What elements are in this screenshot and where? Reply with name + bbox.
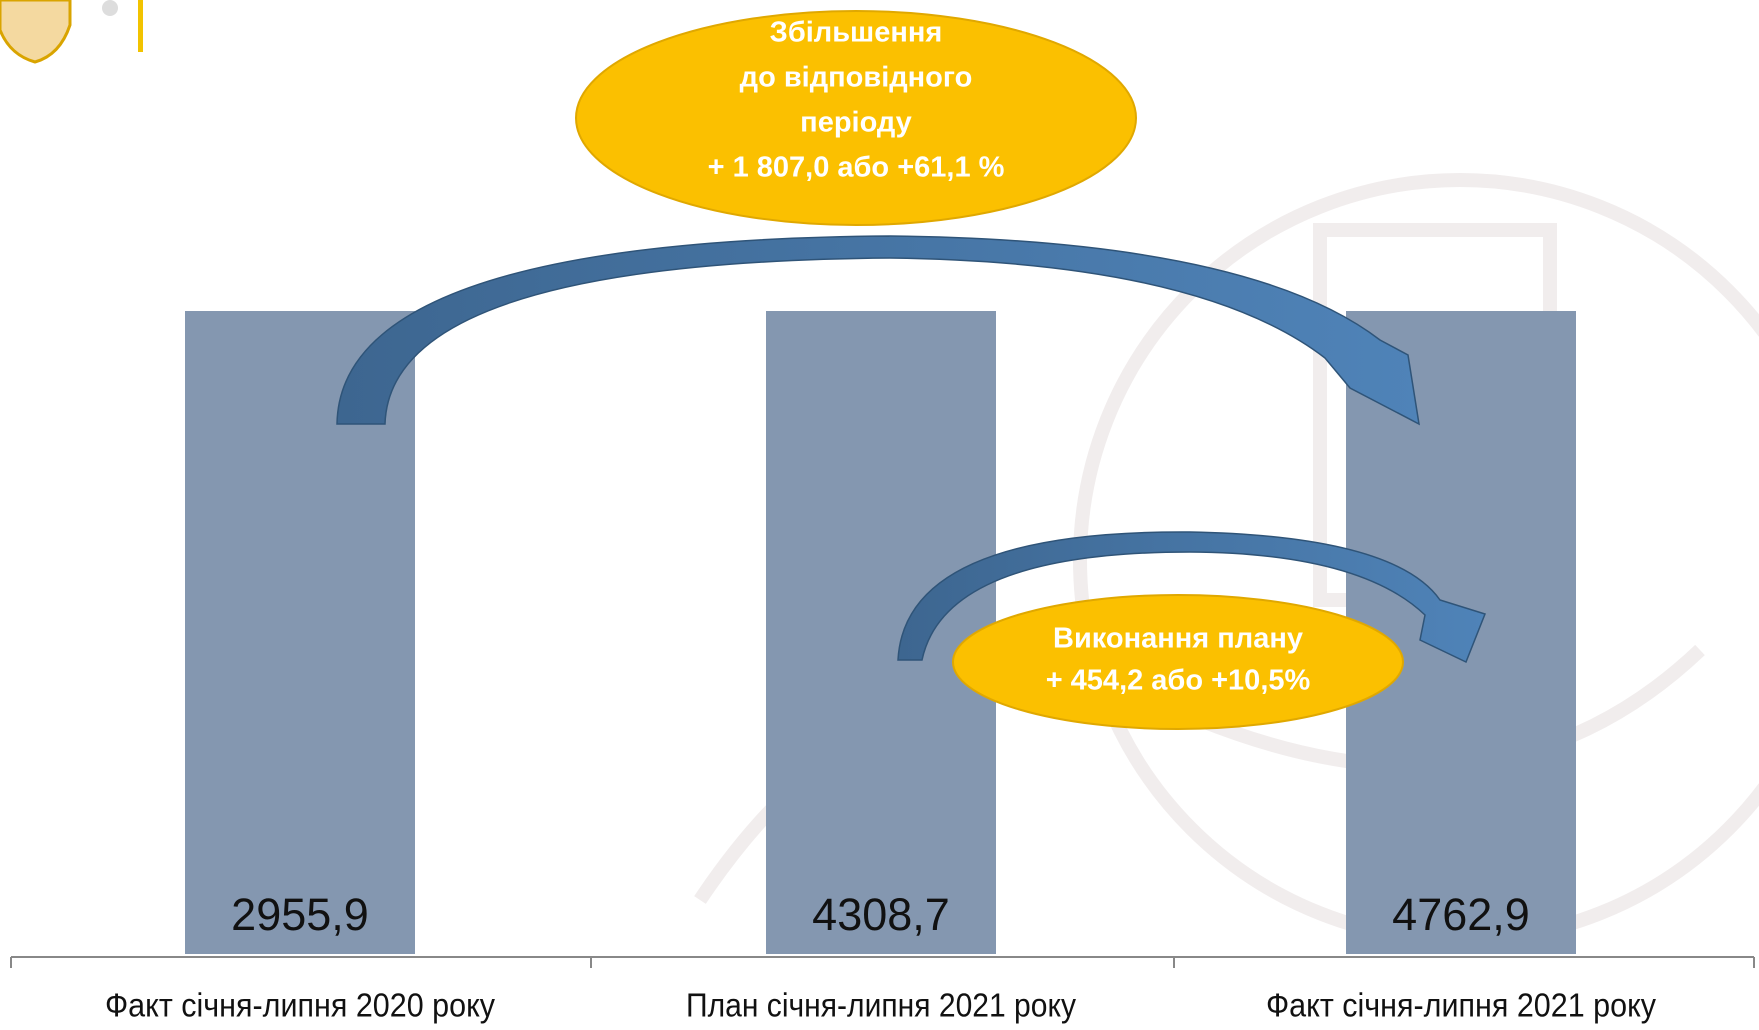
callout-text: + 1 807,0 або +61,1 %	[708, 152, 1005, 184]
callout-text: до відповідного	[740, 62, 973, 94]
big-arrow	[336, 235, 1420, 426]
callout-bubble	[575, 10, 1137, 226]
bar	[766, 311, 996, 954]
value-label: 2955,9	[231, 889, 369, 940]
category-label: План січня-липня 2021 року	[686, 987, 1076, 1024]
small-arrow	[897, 531, 1486, 664]
callout-text: Збільшення	[770, 17, 943, 49]
callout-text: + 454,2 або +10,5%	[1046, 665, 1311, 697]
category-label: Факт січня-липня 2021 року	[1266, 987, 1656, 1024]
callout-bubble	[952, 594, 1404, 730]
callout-text: періоду	[800, 107, 912, 139]
value-label: 4308,7	[812, 889, 950, 940]
callout-text: Виконання плану	[1053, 623, 1303, 655]
category-label: Факт січня-липня 2020 року	[105, 987, 495, 1024]
logo	[0, 0, 143, 64]
texts: 2955,9 Факт січня-липня 2020 року 4308,7 Пл…	[105, 17, 1656, 1024]
axis-ticks	[10, 957, 1755, 968]
value-label: 4762,9	[1392, 889, 1530, 940]
